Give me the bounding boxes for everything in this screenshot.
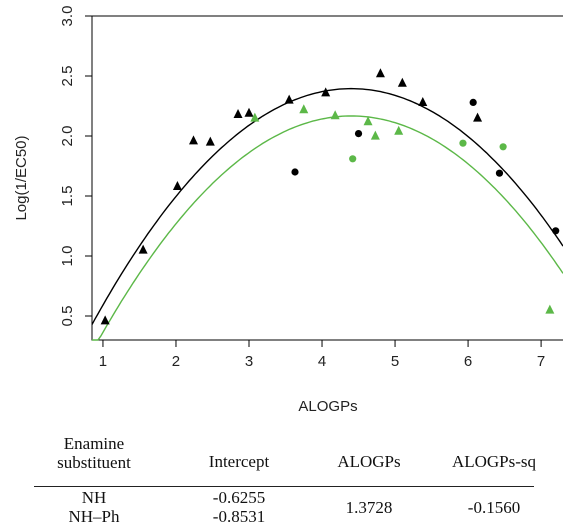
point-triangle-black	[189, 135, 199, 145]
header-alogps-sq: ALOGPs-sq	[451, 452, 537, 471]
point-triangle-green	[250, 112, 260, 122]
axes: 1 2 3 4 5 6 7 0.5 1.0 1.5 2.0 2.5 3.0 ALOGPs Log(1/EC5…	[13, 6, 545, 415]
point-triangle-black	[138, 244, 148, 254]
x-tick-label: 3	[245, 353, 253, 370]
point-circle-green	[459, 139, 467, 147]
y-tick-label: 2.5	[59, 66, 76, 87]
x-tick-label: 1	[99, 353, 107, 370]
point-triangle-black	[375, 68, 385, 78]
fit-curve-green	[92, 115, 563, 341]
cell-substituent-nh-ph: NH–Ph	[68, 507, 120, 526]
regression-table: Enamine substituent Intercept ALOGPs ALO…	[34, 432, 559, 526]
table-header-rule	[34, 486, 534, 487]
cell-alogps: 1.3728	[345, 498, 393, 517]
x-tick-label: 2	[172, 353, 180, 370]
point-triangle-black	[205, 136, 215, 146]
fitted-curves	[91, 87, 563, 341]
header-alogps: ALOGPs	[337, 452, 401, 471]
point-triangle-green	[363, 116, 373, 126]
y-axis-label: Log(1/EC50)	[13, 135, 30, 220]
point-circle-green	[499, 143, 507, 151]
point-circle-green	[349, 155, 357, 163]
point-triangle-black	[397, 77, 407, 87]
point-triangle-black	[244, 107, 254, 117]
point-triangle-black	[172, 181, 182, 190]
point-triangle-black	[418, 97, 428, 106]
header-substituent-line1: Enamine	[63, 434, 125, 453]
point-circle-black	[354, 130, 363, 138]
point-circle-black	[469, 98, 477, 106]
point-triangle-black	[321, 87, 331, 97]
x-axis-label: ALOGPs	[298, 398, 357, 415]
point-triangle-green	[330, 110, 340, 120]
point-circle-black	[291, 168, 299, 176]
x-tick-label: 4	[318, 353, 326, 370]
header-substituent-line2: substituent	[57, 453, 131, 472]
y-tick-label: 2.0	[59, 126, 76, 147]
point-triangle-black	[100, 315, 110, 325]
plot-area	[91, 15, 563, 341]
header-enamine-substituent: Enamine substituent	[34, 434, 154, 472]
cell-substituent: NH NH–Ph	[34, 488, 154, 526]
data-points	[100, 68, 560, 325]
cell-alogps-sq: -0.1560	[467, 498, 521, 517]
point-triangle-green	[370, 130, 380, 140]
point-circle-black	[552, 227, 560, 235]
y-tick-label: 0.5	[59, 306, 76, 327]
x-tick-label: 7	[537, 353, 545, 370]
cell-intercept-nh-ph: -0.8531	[212, 507, 266, 526]
point-triangle-black	[284, 94, 294, 104]
plot-frame	[91, 15, 563, 341]
cell-substituent-nh: NH	[81, 488, 107, 507]
point-triangle-green	[299, 104, 309, 114]
cell-intercept-nh: -0.6255	[212, 488, 266, 507]
header-intercept: Intercept	[208, 452, 270, 471]
y-tick-label: 1.0	[59, 246, 76, 267]
x-tick-label: 6	[464, 353, 472, 370]
point-triangle-green	[545, 304, 555, 314]
cell-intercept: -0.6255 -0.8531	[174, 488, 304, 526]
table-header-row: Enamine substituent Intercept ALOGPs ALO…	[34, 432, 559, 488]
point-triangle-black	[473, 112, 483, 122]
y-tick-label: 1.5	[59, 186, 76, 207]
x-tick-label: 5	[391, 353, 399, 370]
point-circle-black	[495, 169, 504, 177]
point-triangle-black	[233, 109, 243, 118]
scatter-plot: 1 2 3 4 5 6 7 0.5 1.0 1.5 2.0 2.5 3.0 ALOGPs Log(1/EC5…	[13, 6, 563, 415]
point-triangle-green	[394, 125, 404, 135]
y-tick-label: 3.0	[59, 6, 76, 27]
fit-curve-black	[91, 87, 563, 325]
